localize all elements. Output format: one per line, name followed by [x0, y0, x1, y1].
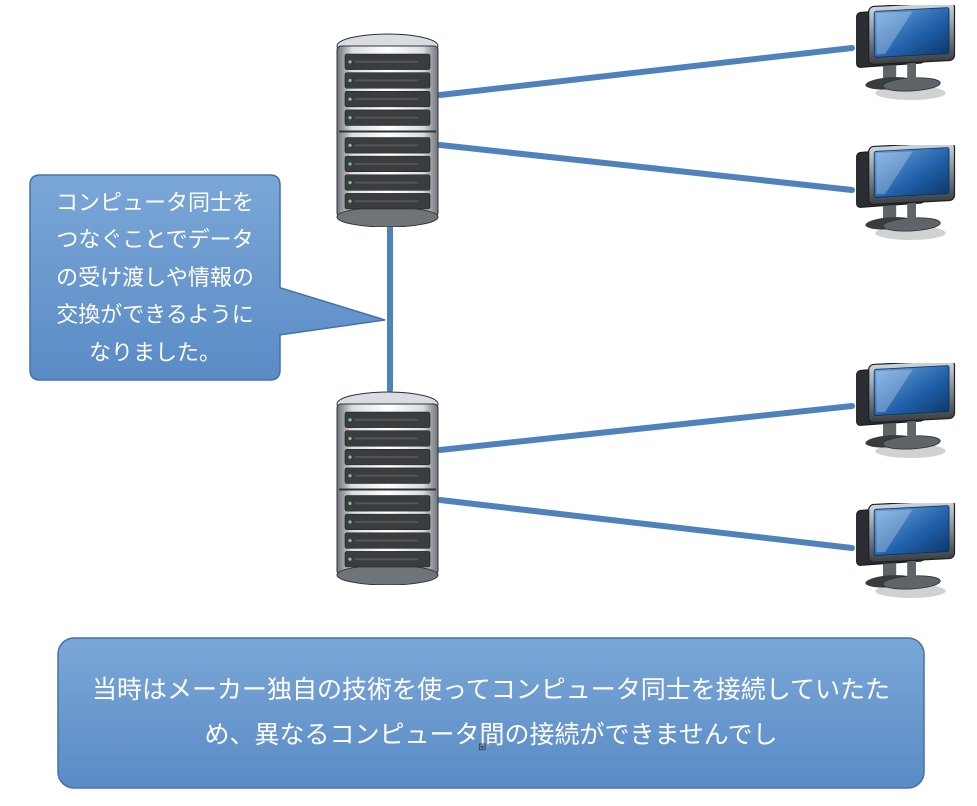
anchor-glyph: ⊞	[478, 742, 486, 753]
callout-text: コンピュータ同士を つなぐことでデータ の受け渡しや情報の 交換ができるように …	[56, 184, 254, 371]
monitor-icon	[850, 503, 960, 603]
server-icon	[335, 390, 440, 585]
bottom-caption-box: 当時はメーカー独自の技術を使ってコンピュータ同士を接続していたため、異なるコンピ…	[58, 638, 924, 788]
monitor-icon	[850, 5, 960, 105]
monitor-icon	[850, 145, 960, 245]
callout-box: コンピュータ同士を つなぐことでデータ の受け渡しや情報の 交換ができるように …	[30, 175, 280, 380]
bottom-caption-text: 当時はメーカー独自の技術を使ってコンピュータ同士を接続していたため、異なるコンピ…	[86, 668, 896, 758]
server-icon	[335, 32, 440, 227]
monitor-icon	[850, 363, 960, 463]
